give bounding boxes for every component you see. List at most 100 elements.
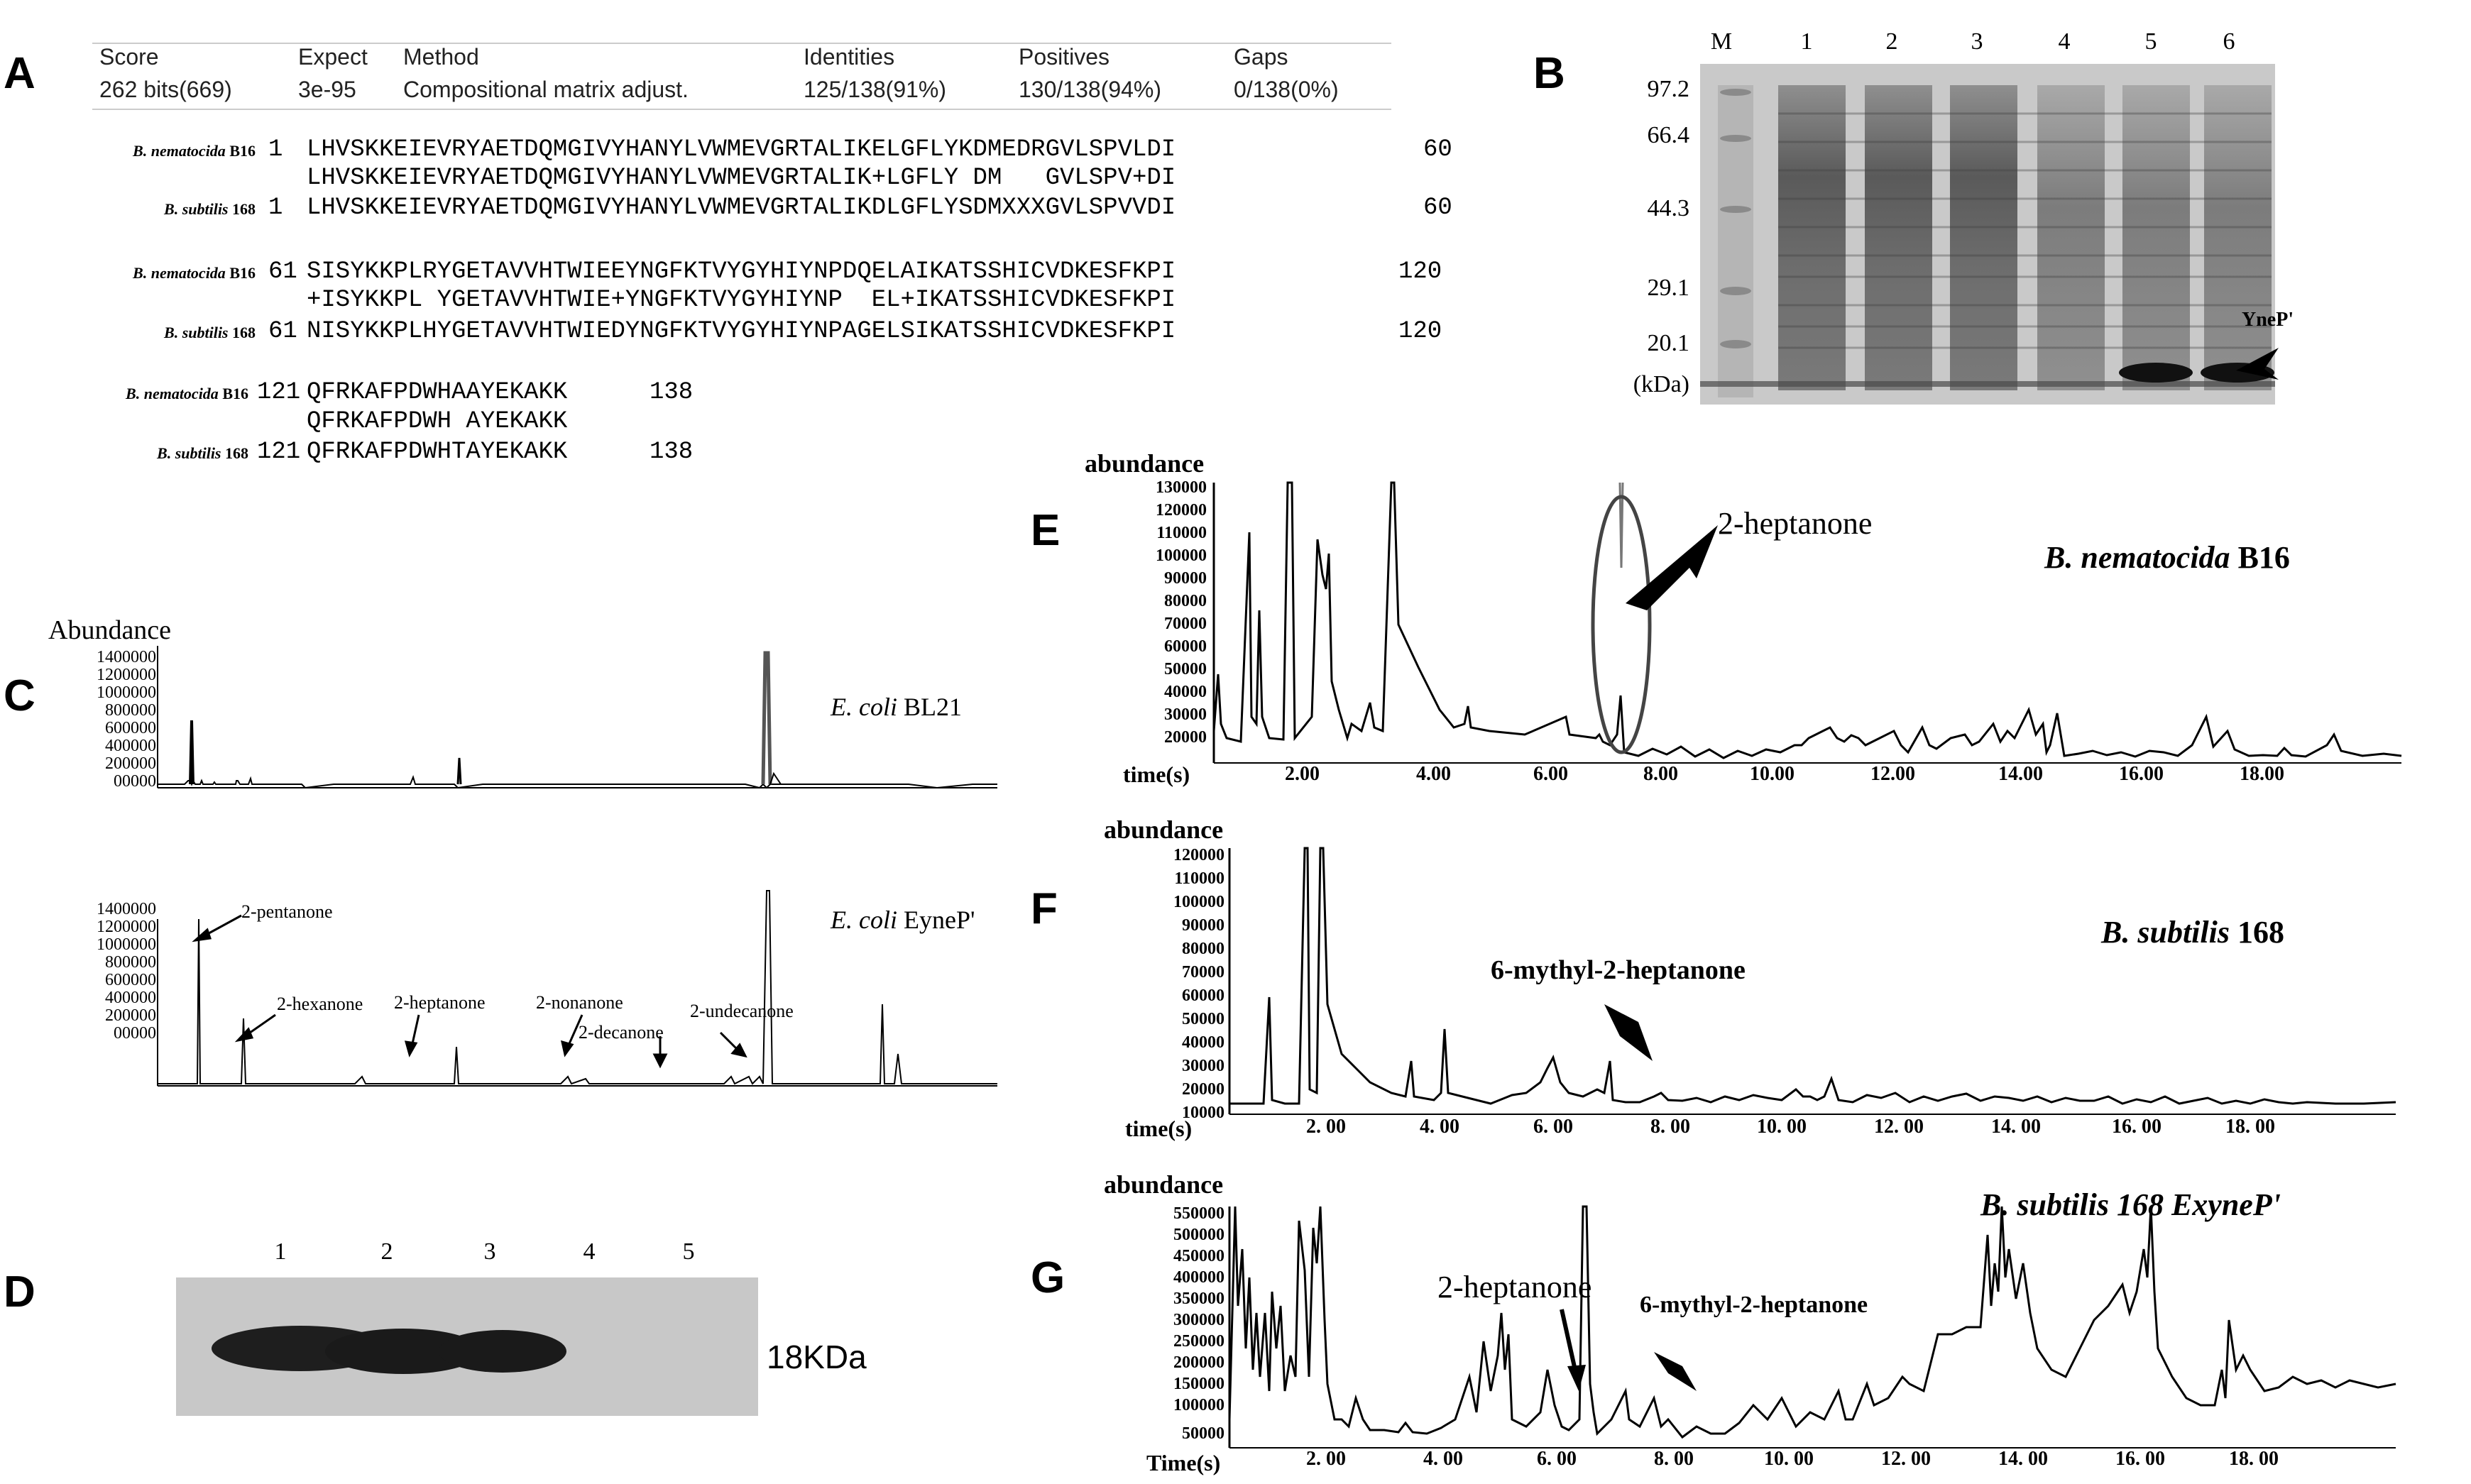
f-annotation: 6-mythyl-2-heptanone	[1491, 955, 1746, 985]
panel-letter-e: E	[1031, 506, 1061, 555]
e-xtick: 10.00	[1750, 763, 1795, 785]
gel-lane-label-m: M	[1710, 28, 1733, 55]
e-ytick: 120000	[1156, 501, 1207, 520]
blast-value-method: Compositional matrix adjust.	[403, 77, 689, 102]
gel-marker-29: 29.1	[1647, 275, 1690, 301]
block3-subject-seq: QFRKAFPDWHTAYEKAKK	[307, 439, 568, 466]
panel-letter-a: A	[4, 49, 35, 98]
f-ytick: 100000	[1173, 893, 1224, 911]
f-xtick: 12. 00	[1874, 1116, 1924, 1138]
blast-header-rule-top	[92, 43, 1391, 44]
c-bottom-ytick: 1200000	[97, 918, 156, 936]
block3-subject-end: 138	[650, 439, 694, 466]
blast-value-identities: 125/138(91%)	[804, 77, 947, 102]
e-title: B. nematocida B16	[2044, 540, 2290, 575]
g-annotation-arrow-methyl-icon	[1654, 1352, 1697, 1391]
e-ylabel: abundance	[1085, 449, 1205, 478]
c-top-ytick: 800000	[105, 701, 156, 720]
blot-size-label: 18KDa	[767, 1339, 867, 1375]
c-bottom-title: E. coli EyneP'	[831, 906, 975, 934]
g-ytick: 550000	[1173, 1204, 1224, 1223]
g-ytick: 350000	[1173, 1290, 1224, 1308]
e-ytick: 130000	[1156, 478, 1207, 497]
f-ytick: 80000	[1182, 940, 1224, 958]
block3-subject-species: B. subtilis 168	[157, 444, 248, 462]
f-xtick: 14. 00	[1991, 1116, 2041, 1138]
block1-subject-start: 1	[268, 194, 283, 221]
block3-query-seq: QFRKAFPDWHAAYEKAKK	[307, 379, 568, 406]
gel-lane-label-1: 1	[1800, 28, 1813, 55]
block1-query-end: 60	[1423, 136, 1452, 163]
c-top-ytick: 600000	[105, 719, 156, 737]
blast-value-score: 262 bits(669)	[99, 77, 232, 102]
blast-header-gaps: Gaps	[1234, 44, 1288, 70]
c-peak-label-hexanone: 2-hexanone	[277, 994, 363, 1014]
gel-marker-97: 97.2	[1647, 76, 1690, 102]
e-xlabel: time(s)	[1123, 762, 1190, 787]
g-xtick: 16. 00	[2115, 1448, 2165, 1470]
g-ytick: 400000	[1173, 1268, 1224, 1287]
c-top-title: E. coli BL21	[831, 693, 962, 721]
f-xlabel: time(s)	[1125, 1116, 1193, 1141]
f-ytick: 90000	[1182, 916, 1224, 935]
gel-marker-20: 20.1	[1647, 330, 1690, 356]
f-ytick: 10000	[1182, 1104, 1224, 1122]
c-top-ytick: 1200000	[97, 666, 156, 684]
block1-match-line: LHVSKKEIEVRYAETDQMGIVYHANYLVWMEVGRTALIK+…	[307, 165, 1176, 192]
f-xtick: 18. 00	[2225, 1116, 2275, 1138]
panel-letter-b: B	[1533, 49, 1565, 98]
g-xtick: 6. 00	[1537, 1448, 1577, 1470]
f-ytick: 30000	[1182, 1057, 1224, 1075]
g-xlabel: Time(s)	[1146, 1450, 1221, 1475]
blast-header-identities: Identities	[804, 44, 895, 70]
g-ytick: 50000	[1182, 1424, 1224, 1443]
g-xtick: 18. 00	[2229, 1448, 2279, 1470]
c-bottom-ytick: 600000	[105, 971, 156, 989]
g-ytick: 250000	[1173, 1332, 1224, 1351]
c-peak-label-decanone: 2-decanone	[579, 1022, 664, 1043]
blot-lane-label-3: 3	[483, 1238, 496, 1265]
f-xtick: 16. 00	[2112, 1116, 2162, 1138]
block3-query-species: B. nematocida B16	[126, 385, 248, 402]
block2-query-end: 120	[1398, 258, 1442, 285]
f-trace	[1228, 847, 2396, 1115]
e-xtick: 14.00	[1998, 763, 2043, 785]
c-peak-label-heptanone: 2-heptanone	[394, 992, 486, 1013]
f-ylabel: abundance	[1104, 815, 1224, 844]
g-ytick: 450000	[1173, 1247, 1224, 1265]
gel-marker-kda-unit: (kDa)	[1633, 371, 1689, 397]
c-peak-label-undecanone: 2-undecanone	[690, 1001, 794, 1021]
e-ytick: 40000	[1164, 683, 1207, 701]
gel-lane-label-3: 3	[1971, 28, 1983, 55]
g-xtick: 14. 00	[1998, 1448, 2048, 1470]
g-ytick: 200000	[1173, 1353, 1224, 1372]
g-annotation-methylheptanone: 6-mythyl-2-heptanone	[1640, 1292, 1868, 1318]
blast-header-score: Score	[99, 44, 159, 70]
c-bottom-ytick: 1000000	[97, 935, 156, 954]
c-bottom-ytick: 00000	[114, 1024, 156, 1043]
block2-subject-species: B. subtilis 168	[164, 324, 256, 341]
blast-header-positives: Positives	[1019, 44, 1110, 70]
f-ytick: 110000	[1174, 869, 1224, 888]
gel-yneP-arrow-icon	[2236, 348, 2279, 380]
e-ytick: 50000	[1164, 660, 1207, 678]
f-xtick: 4. 00	[1420, 1116, 1459, 1138]
g-annotation-arrow-heptanone-icon	[1560, 1309, 1586, 1391]
f-xtick: 2. 00	[1306, 1116, 1346, 1138]
e-trace	[1212, 481, 2402, 764]
blast-value-gaps: 0/138(0%)	[1234, 77, 1339, 102]
gel-lane-label-6: 6	[2223, 28, 2235, 55]
e-ytick: 80000	[1164, 592, 1207, 610]
f-ytick: 60000	[1182, 986, 1224, 1005]
f-ytick: 50000	[1182, 1010, 1224, 1028]
f-xtick: 8. 00	[1650, 1116, 1690, 1138]
block1-query-seq: LHVSKKEIEVRYAETDQMGIVYHANYLVWMEVGRTALIKE…	[307, 136, 1176, 163]
e-ytick: 20000	[1164, 728, 1207, 747]
g-ytick: 100000	[1173, 1396, 1224, 1414]
gel-lane-label-5: 5	[2144, 28, 2157, 55]
gel-lane-label-4: 4	[2058, 28, 2071, 55]
panel-letter-d: D	[4, 1268, 35, 1317]
g-xtick: 12. 00	[1881, 1448, 1931, 1470]
e-xtick: 2.00	[1285, 763, 1320, 785]
blast-header-expect: Expect	[298, 44, 368, 70]
